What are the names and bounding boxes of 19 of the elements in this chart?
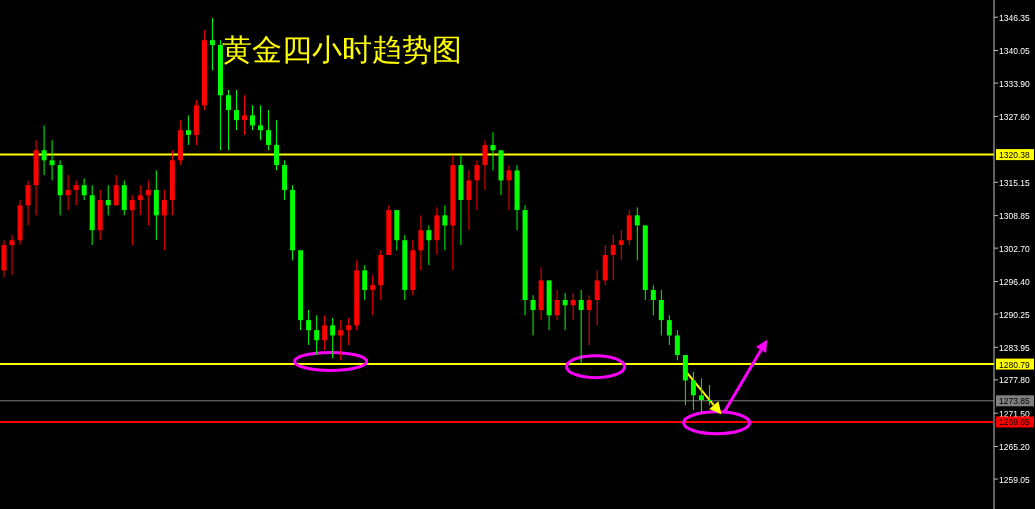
y-tick-label: 1271.50: [999, 408, 1030, 419]
ref-line-label: 1320.38: [999, 150, 1030, 161]
y-tick-label: 1277.80: [999, 375, 1030, 386]
y-tick-label: 1283.95: [999, 342, 1030, 353]
y-tick-label: 1346.35: [999, 12, 1030, 23]
ref-line-label: 1280.79: [999, 359, 1030, 370]
ref-line-label: 1273.85: [999, 396, 1030, 407]
text: 黄金四小时趋势图: [222, 32, 462, 67]
y-tick-label: 1290.25: [999, 309, 1030, 320]
y-tick-label: 1333.90: [999, 78, 1030, 89]
y-tick-label: 1327.60: [999, 111, 1030, 122]
y-tick-label: 1340.05: [999, 46, 1030, 57]
y-tick-label: 1296.40: [999, 276, 1030, 287]
y-tick-label: 1308.85: [999, 211, 1030, 222]
y-tick-label: 1302.70: [999, 243, 1030, 254]
ref-line-label: 1269.85: [999, 417, 1030, 428]
y-tick-label: 1315.15: [999, 177, 1030, 188]
y-tick-label: 1265.20: [999, 442, 1030, 453]
y-tick-label: 1259.05: [999, 474, 1030, 485]
